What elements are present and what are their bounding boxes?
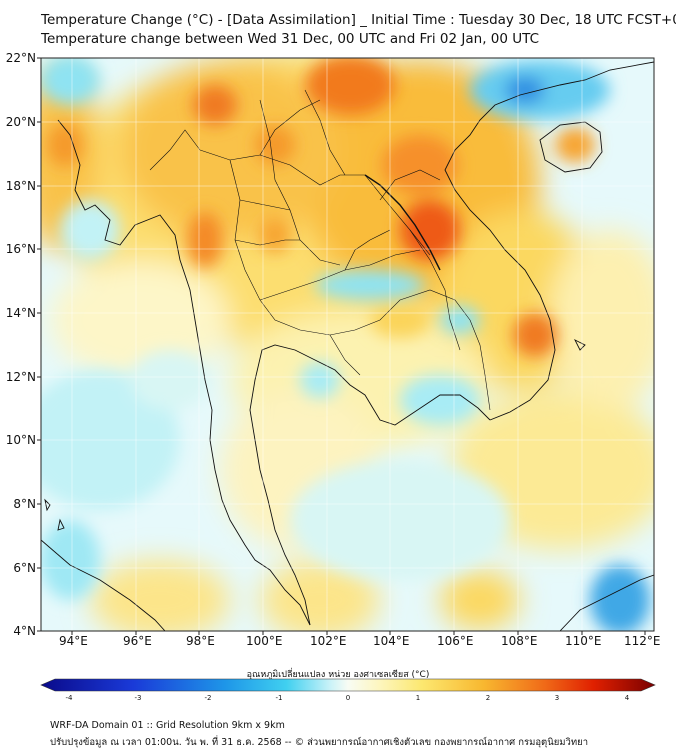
mekong-border: [364, 174, 441, 271]
footer-credit: ปรับปรุงข้อมูล ณ เวลา 01:00น. วัน พ. ที่…: [50, 737, 589, 748]
lat-label: 6°N: [13, 561, 36, 575]
lat-label: 4°N: [13, 624, 36, 638]
lon-label: 108°E: [501, 634, 538, 648]
lat-label: 20°N: [5, 115, 36, 129]
lon-label: 110°E: [565, 634, 602, 648]
footer-model-info: WRF-DA Domain 01 :: Grid Resolution 9km …: [50, 720, 285, 731]
lon-label: 100°E: [246, 634, 283, 648]
coastline: [41, 61, 654, 631]
lon-label: 102°E: [310, 634, 347, 648]
colorbar-label: อุณหภูมิเปลี่ยนแปลง หน่วย องศาเซลเซียส (…: [246, 670, 430, 680]
field-layer: [41, 58, 654, 631]
lat-label: 14°N: [5, 306, 36, 320]
lat-label: 8°N: [13, 497, 36, 511]
lon-label: 96°E: [123, 634, 152, 648]
lat-label: 22°N: [5, 51, 36, 65]
title-line-2: Temperature change between Wed 31 Dec, 0…: [41, 31, 540, 47]
lat-label: 12°N: [5, 370, 36, 384]
colorbar: [40, 678, 656, 692]
colorbar-tick: 4: [624, 694, 630, 702]
lon-label: 94°E: [59, 634, 88, 648]
colorbar-tick: 2: [485, 694, 491, 702]
province-borders: [149, 89, 491, 411]
lon-label: 106°E: [437, 634, 474, 648]
lon-label: 98°E: [186, 634, 215, 648]
lat-label: 18°N: [5, 179, 36, 193]
colorbar-tick: -2: [204, 694, 212, 702]
lon-label: 104°E: [373, 634, 410, 648]
colorbar-tick: -4: [65, 694, 73, 702]
grid: [41, 58, 654, 631]
title-line-1: Temperature Change (°C) - [Data Assimila…: [41, 12, 676, 28]
colorbar-tick: 0: [345, 694, 351, 702]
colorbar-tick: 1: [415, 694, 421, 702]
colorbar-tick: -1: [275, 694, 283, 702]
lat-label: 16°N: [5, 242, 36, 256]
map-frame: [40, 57, 655, 632]
axis-ticks: [37, 57, 646, 635]
lon-label: 112°E: [624, 634, 661, 648]
lat-label: 10°N: [5, 433, 36, 447]
colorbar-tick: 3: [554, 694, 560, 702]
colorbar-tick: -3: [134, 694, 142, 702]
